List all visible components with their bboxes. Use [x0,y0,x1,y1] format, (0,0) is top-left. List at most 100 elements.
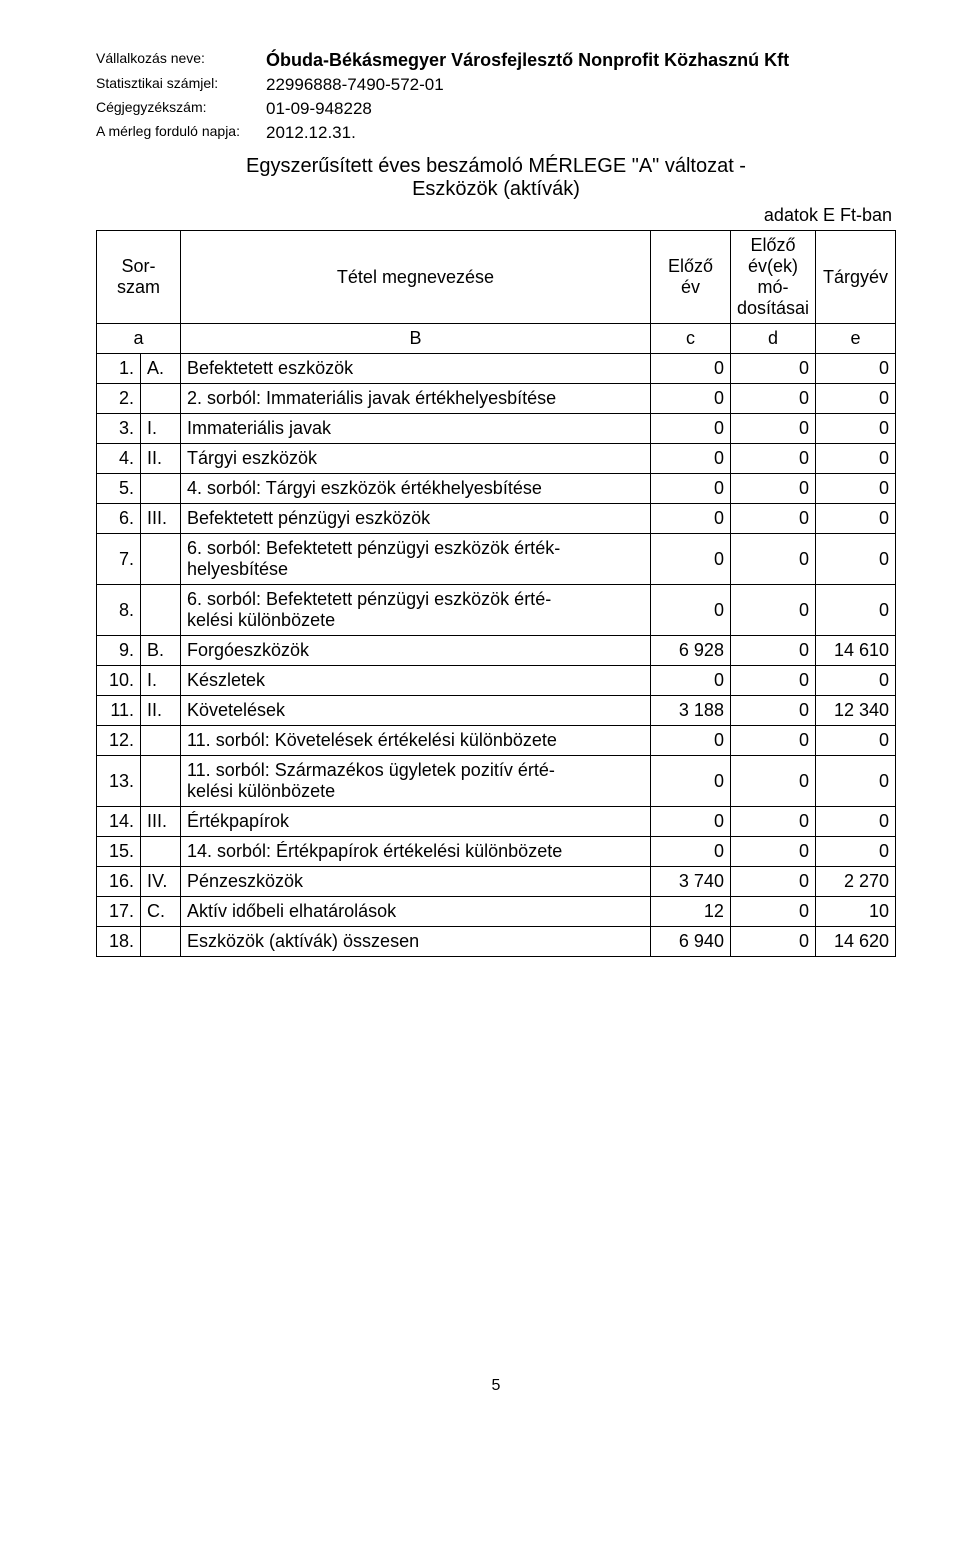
row-category [141,585,181,636]
table-row: 6.III.Befektetett pénzügyi eszközök000 [97,504,896,534]
row-modifications: 0 [730,384,815,414]
row-number: 3. [97,414,141,444]
row-category: II. [141,444,181,474]
row-current-year: 14 610 [816,636,896,666]
row-current-year: 0 [816,444,896,474]
row-modifications: 0 [730,585,815,636]
row-description: Készletek [181,666,651,696]
row-modifications: 0 [730,636,815,666]
row-current-year: 0 [816,384,896,414]
row-description: 4. sorból: Tárgyi eszközök értékhelyesbí… [181,474,651,504]
meta-value-company: Óbuda-Békásmegyer Városfejlesztő Nonprof… [266,48,789,73]
row-number: 15. [97,837,141,867]
row-category: I. [141,414,181,444]
header-sorszam: Sor- szam [97,231,181,324]
row-current-year: 0 [816,807,896,837]
row-number: 10. [97,666,141,696]
row-prev-year: 0 [650,666,730,696]
row-category: II. [141,696,181,726]
row-modifications: 0 [730,927,815,957]
row-current-year: 0 [816,756,896,807]
row-prev-year: 3 740 [650,867,730,897]
balance-sheet-table: Sor- szam Tétel megnevezése Előző év Elő… [96,230,896,957]
row-category: IV. [141,867,181,897]
row-description: Forgóeszközök [181,636,651,666]
row-number: 16. [97,867,141,897]
row-number: 7. [97,534,141,585]
row-current-year: 0 [816,585,896,636]
letter-a: a [97,324,181,354]
row-prev-year: 6 928 [650,636,730,666]
row-number: 12. [97,726,141,756]
row-description: Értékpapírok [181,807,651,837]
row-description: Aktív időbeli elhatárolások [181,897,651,927]
table-row: 16.IV.Pénzeszközök3 74002 270 [97,867,896,897]
row-number: 4. [97,444,141,474]
row-prev-year: 0 [650,837,730,867]
row-prev-year: 6 940 [650,927,730,957]
meta-label-company: Vállalkozás neve: [96,48,266,73]
row-number: 5. [97,474,141,504]
row-number: 18. [97,927,141,957]
row-current-year: 14 620 [816,927,896,957]
row-current-year: 0 [816,726,896,756]
row-category [141,384,181,414]
row-modifications: 0 [730,726,815,756]
row-current-year: 0 [816,474,896,504]
row-current-year: 0 [816,504,896,534]
row-modifications: 0 [730,837,815,867]
header-mod: Előző év(ek) mó- dosításai [730,231,815,324]
letter-b: B [181,324,651,354]
table-header-row: Sor- szam Tétel megnevezése Előző év Elő… [97,231,896,324]
table-row: 7. 6. sorból: Befektetett pénzügyi eszköz… [97,534,896,585]
meta-value-date: 2012.12.31. [266,121,789,145]
row-current-year: 0 [816,414,896,444]
row-modifications: 0 [730,444,815,474]
row-modifications: 0 [730,807,815,837]
row-category [141,927,181,957]
row-description: 14. sorból: Értékpapírok értékelési külö… [181,837,651,867]
page-number: 5 [96,1377,896,1395]
row-current-year: 10 [816,897,896,927]
table-row: 1.A.Befektetett eszközök000 [97,354,896,384]
row-category: B. [141,636,181,666]
row-category: I. [141,666,181,696]
row-prev-year: 0 [650,444,730,474]
meta-value-stat: 22996888-7490-572-01 [266,73,789,97]
table-letter-row: a B c d e [97,324,896,354]
header-prev: Előző év [650,231,730,324]
row-prev-year: 0 [650,504,730,534]
row-description: Befektetett eszközök [181,354,651,384]
row-description: Befektetett pénzügyi eszközök [181,504,651,534]
table-row: 11.II.Követelések3 188012 340 [97,696,896,726]
meta-label-reg: Cégjegyzékszám: [96,97,266,121]
table-row: 15. 14. sorból: Értékpapírok értékelési k… [97,837,896,867]
letter-e: e [816,324,896,354]
row-description: Követelések [181,696,651,726]
table-row: 10.I.Készletek000 [97,666,896,696]
row-number: 17. [97,897,141,927]
table-row: 14.III.Értékpapírok000 [97,807,896,837]
meta-label-date: A mérleg forduló napja: [96,121,266,145]
row-modifications: 0 [730,756,815,807]
row-prev-year: 0 [650,474,730,504]
row-category: III. [141,504,181,534]
row-modifications: 0 [730,867,815,897]
row-category [141,726,181,756]
row-modifications: 0 [730,474,815,504]
row-category [141,534,181,585]
row-description: 6. sorból: Befektetett pénzügyi eszközök… [181,534,651,585]
row-category [141,756,181,807]
row-current-year: 12 340 [816,696,896,726]
row-modifications: 0 [730,354,815,384]
row-description: Eszközök (aktívák) összesen [181,927,651,957]
row-modifications: 0 [730,666,815,696]
row-number: 11. [97,696,141,726]
table-row: 18. Eszközök (aktívák) összesen6 940014 6… [97,927,896,957]
row-description: 6. sorból: Befektetett pénzügyi eszközök… [181,585,651,636]
row-category [141,837,181,867]
table-row: 12.11. sorból: Követelések értékelési kü… [97,726,896,756]
row-modifications: 0 [730,696,815,726]
row-prev-year: 3 188 [650,696,730,726]
letter-d: d [730,324,815,354]
